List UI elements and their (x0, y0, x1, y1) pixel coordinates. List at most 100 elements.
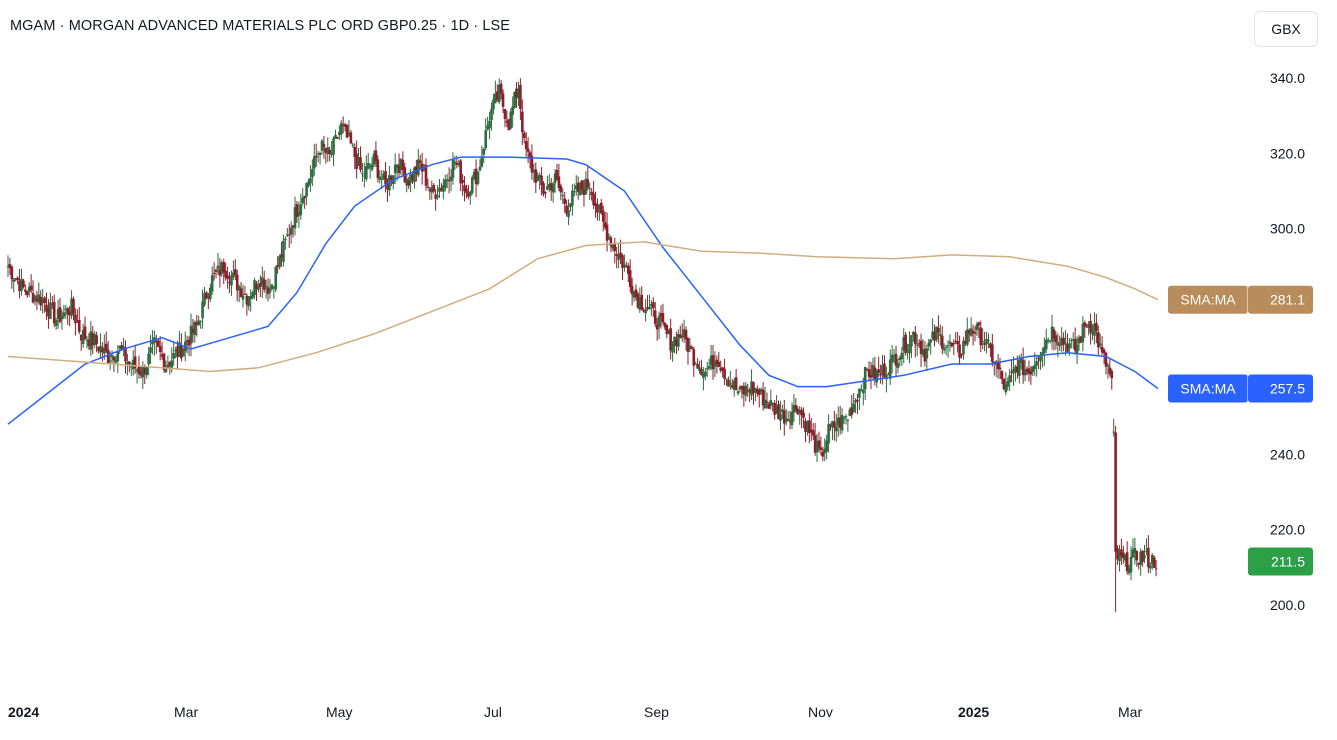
candle-body (85, 339, 89, 341)
candle-body (222, 262, 226, 273)
candle-body (235, 274, 239, 291)
sma-badge-0: SMA:MA 257.5 (1168, 374, 1313, 403)
candle-body (927, 342, 931, 347)
candle-body (540, 175, 543, 186)
candle-body (675, 339, 678, 346)
candle-body (476, 171, 480, 184)
candle-body (220, 262, 224, 274)
candle-body (1006, 381, 1010, 387)
candle-body (176, 346, 179, 358)
candle-body (1012, 369, 1015, 374)
candle-body (463, 185, 466, 192)
candle-body (875, 370, 879, 383)
candle-body (819, 447, 823, 450)
candle-body (578, 182, 582, 195)
candle-body (1023, 369, 1027, 376)
candle-body (41, 298, 44, 304)
candle-body (742, 385, 746, 395)
candle-body (378, 176, 382, 180)
candle-body (210, 275, 214, 292)
candle-body (781, 409, 784, 413)
candle-body (374, 150, 378, 162)
candle-body (1018, 359, 1021, 376)
candle-body (688, 345, 692, 350)
candle-body (226, 275, 229, 280)
candle-body (89, 331, 93, 350)
candle-body (328, 149, 331, 154)
candle-body (580, 180, 584, 190)
candle-body (532, 170, 536, 173)
candle-body (511, 106, 514, 115)
candle-body (241, 295, 245, 300)
candle-body (343, 124, 347, 127)
candle-body (407, 180, 410, 186)
candle-body (62, 312, 66, 317)
candle-body (692, 349, 696, 366)
candle-body (1116, 548, 1119, 560)
candle-body (56, 308, 60, 319)
candle-body (118, 345, 122, 349)
candle-body (888, 359, 892, 379)
candle-body (522, 132, 526, 138)
candle-body (449, 176, 453, 181)
candle-body (894, 353, 898, 366)
candle-body (808, 420, 811, 434)
candle-body (788, 421, 792, 423)
badge-name: SMA:MA (1180, 380, 1236, 396)
candle-body (382, 173, 385, 180)
moving-average-layer (7, 156, 1159, 425)
candle-body (1145, 551, 1148, 553)
candle-body (817, 440, 821, 449)
candle-body (892, 356, 896, 358)
candle-body (415, 166, 418, 174)
candle-body (237, 286, 241, 291)
candle-body (29, 285, 33, 291)
candle-body (883, 363, 886, 378)
candle-body (197, 320, 201, 326)
candle-body (717, 361, 721, 367)
candle-body (253, 280, 256, 295)
candle-body (921, 349, 925, 355)
candle-body (682, 329, 686, 338)
candle-body (725, 378, 728, 380)
candle-body (1056, 342, 1060, 346)
candle-body (303, 196, 306, 199)
candle-body (642, 309, 645, 312)
candle-body (1050, 326, 1054, 342)
candle-body (191, 328, 195, 333)
candle-body (588, 188, 592, 190)
candle-body (205, 292, 208, 299)
x-tick-label: 2025 (958, 704, 989, 720)
candle-body (852, 403, 855, 413)
candle-body (166, 364, 170, 369)
candle-body (87, 339, 91, 347)
candle-body (900, 352, 904, 359)
candle-body (284, 238, 287, 241)
candle-body (1079, 336, 1083, 343)
candle-body (1083, 322, 1087, 327)
candle-body (478, 166, 482, 171)
candle-body (684, 330, 688, 340)
candle-body (1123, 554, 1127, 561)
candle-body (45, 304, 48, 312)
candle-body (334, 134, 337, 139)
candle-body (659, 313, 663, 317)
candle-body (411, 174, 414, 180)
candle-body (657, 316, 661, 327)
candle-body (709, 355, 713, 366)
candle-body (187, 339, 191, 346)
last-price-badge: 211.5 (1248, 547, 1313, 576)
candle-body (563, 198, 567, 204)
candle-body (199, 320, 202, 322)
candle-body (428, 188, 432, 192)
candle-body (831, 421, 834, 428)
candle-body (155, 340, 158, 342)
candle-body (846, 419, 850, 421)
candle-body (178, 342, 181, 357)
candle-body (534, 169, 538, 183)
candle-body (201, 301, 204, 319)
candle-body (586, 179, 590, 188)
candle-body (266, 287, 270, 294)
currency-button[interactable]: GBX (1254, 11, 1318, 47)
